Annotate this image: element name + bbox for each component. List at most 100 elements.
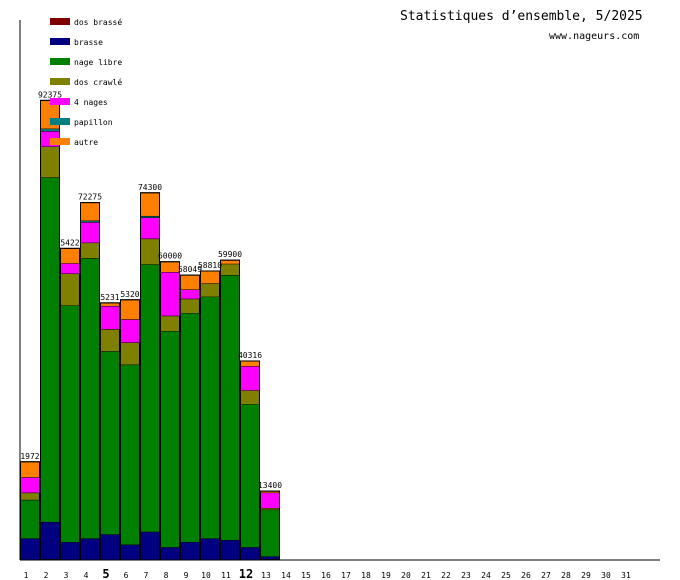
bar-segment-6-1 xyxy=(120,544,140,560)
x-tick-label-31: 31 xyxy=(621,571,631,580)
bar-segment-13-6 xyxy=(260,491,280,493)
bar-segment-5-4 xyxy=(100,305,120,330)
bar-outline-12 xyxy=(240,360,260,561)
bar-segment-3-6 xyxy=(60,248,80,264)
legend-label-2: nage libre xyxy=(74,58,122,67)
x-tick-label-23: 23 xyxy=(461,571,471,580)
bar-segment-2-5 xyxy=(40,128,60,132)
bar-segment-4-3 xyxy=(80,242,100,259)
bar-outline-1 xyxy=(20,461,40,561)
bar-segment-13-0 xyxy=(260,558,280,560)
bar-segment-9-4 xyxy=(180,289,200,299)
x-tick-label-13: 13 xyxy=(261,571,271,580)
bar-outline-11 xyxy=(220,259,240,561)
bar-segment-5-3 xyxy=(100,329,120,352)
bar-total-label-11: 59900 xyxy=(218,250,242,259)
bar-outline-3 xyxy=(60,247,80,561)
x-tick-label-11: 11 xyxy=(221,571,231,580)
x-tick-label-29: 29 xyxy=(581,571,591,580)
bar-segment-3-1 xyxy=(60,542,80,560)
legend-label-4: 4 nages xyxy=(74,98,108,107)
x-tick-label-10: 10 xyxy=(201,571,211,580)
bar-segment-5-1 xyxy=(100,534,120,560)
x-tick-label-26: 26 xyxy=(521,571,531,580)
bar-outline-4 xyxy=(80,202,100,561)
bar-segment-9-6 xyxy=(180,275,200,290)
bar-segment-2-0 xyxy=(40,558,60,560)
bar-stacks xyxy=(20,99,280,561)
legend-swatch-5 xyxy=(50,118,70,125)
bar-segment-10-6 xyxy=(200,270,220,284)
bar-segment-3-3 xyxy=(60,273,80,306)
bar-segment-10-1 xyxy=(200,538,220,560)
x-tick-label-24: 24 xyxy=(481,571,491,580)
bar-segment-7-6 xyxy=(140,192,160,216)
bar-total-label-9: 58049 xyxy=(178,265,202,274)
bar-segment-12-3 xyxy=(240,390,260,405)
x-tick-label-22: 22 xyxy=(441,571,451,580)
bar-segment-5-6 xyxy=(100,302,120,306)
bar-segment-8-4 xyxy=(160,272,180,316)
legend-swatch-2 xyxy=(50,58,70,65)
legend-swatch-1 xyxy=(50,38,70,45)
bar-segment-2-3 xyxy=(40,146,60,178)
legend-label-5: papillon xyxy=(74,118,113,127)
bar-segment-3-4 xyxy=(60,263,80,274)
bar-outline-5 xyxy=(100,302,120,561)
bar-segment-11-2 xyxy=(220,275,240,540)
x-tick-label-3: 3 xyxy=(64,571,69,580)
bar-total-labels: 1972 92375 5422 72275 5231 5320 74300 60000 5804… xyxy=(20,90,282,490)
bar-segment-13-3 xyxy=(260,508,280,510)
bar-segment-12-1 xyxy=(240,547,260,560)
legend-swatch-4 xyxy=(50,98,70,105)
bar-outline-7 xyxy=(140,192,160,561)
legend: dos brassé brasse nage libre dos crawlé 4 na… xyxy=(50,17,122,147)
bar-total-label-6: 5320 xyxy=(120,290,139,299)
x-tick-label-28: 28 xyxy=(561,571,571,580)
x-tick-label-4: 4 xyxy=(84,571,89,580)
bar-total-label-2: 92375 xyxy=(38,90,62,99)
x-tick-label-12: 12 xyxy=(239,567,253,580)
bar-segment-4-6 xyxy=(80,202,100,221)
x-tick-label-15: 15 xyxy=(301,571,311,580)
bar-segment-4-5 xyxy=(80,220,100,223)
bar-segment-8-3 xyxy=(160,315,180,332)
legend-swatch-6 xyxy=(50,138,70,145)
bar-total-label-4: 72275 xyxy=(78,193,102,202)
bar-segment-6-2 xyxy=(120,364,140,545)
bar-segment-13-2 xyxy=(260,509,280,557)
bar-segment-7-3 xyxy=(140,238,160,265)
x-tick-label-8: 8 xyxy=(164,571,169,580)
bar-segment-10-2 xyxy=(200,296,220,539)
bar-segment-8-1 xyxy=(160,547,180,560)
legend-swatch-0 xyxy=(50,18,70,25)
legend-label-1: brasse xyxy=(74,38,103,47)
bar-segment-7-4 xyxy=(140,217,160,239)
x-tick-label-27: 27 xyxy=(541,571,551,580)
bar-segment-6-6 xyxy=(120,299,140,320)
x-tick-labels: 1 2 3 4 5 6 7 8 9 10 11 12 13 14 15 16 17 18 19 20 21 22 23 24 2… xyxy=(24,567,631,580)
legend-swatch-3 xyxy=(50,78,70,85)
chart-subtitle: www.nageurs.com xyxy=(549,31,640,42)
bar-segment-7-5 xyxy=(140,215,160,218)
x-tick-label-25: 25 xyxy=(501,571,511,580)
bar-segment-1-3 xyxy=(20,492,40,500)
bar-segment-4-1 xyxy=(80,538,100,560)
bar-segment-8-6 xyxy=(160,261,180,272)
x-tick-label-21: 21 xyxy=(421,571,431,580)
bar-segment-12-2 xyxy=(240,404,260,548)
bar-total-label-7: 74300 xyxy=(138,183,162,192)
bar-total-label-12: 40316 xyxy=(238,351,262,360)
bar-segment-9-1 xyxy=(180,542,200,560)
legend-label-0: dos brassé xyxy=(74,17,122,27)
bar-segment-1-4 xyxy=(20,477,40,493)
x-tick-label-1: 1 xyxy=(24,571,29,580)
x-tick-label-2: 2 xyxy=(44,571,49,580)
bar-outline-9 xyxy=(180,274,200,561)
bar-segment-1-2 xyxy=(20,499,40,539)
bar-segment-1-6 xyxy=(20,461,40,478)
bar-segment-7-2 xyxy=(140,264,160,532)
bar-segment-11-1 xyxy=(220,539,240,560)
bar-outline-10 xyxy=(200,270,220,561)
